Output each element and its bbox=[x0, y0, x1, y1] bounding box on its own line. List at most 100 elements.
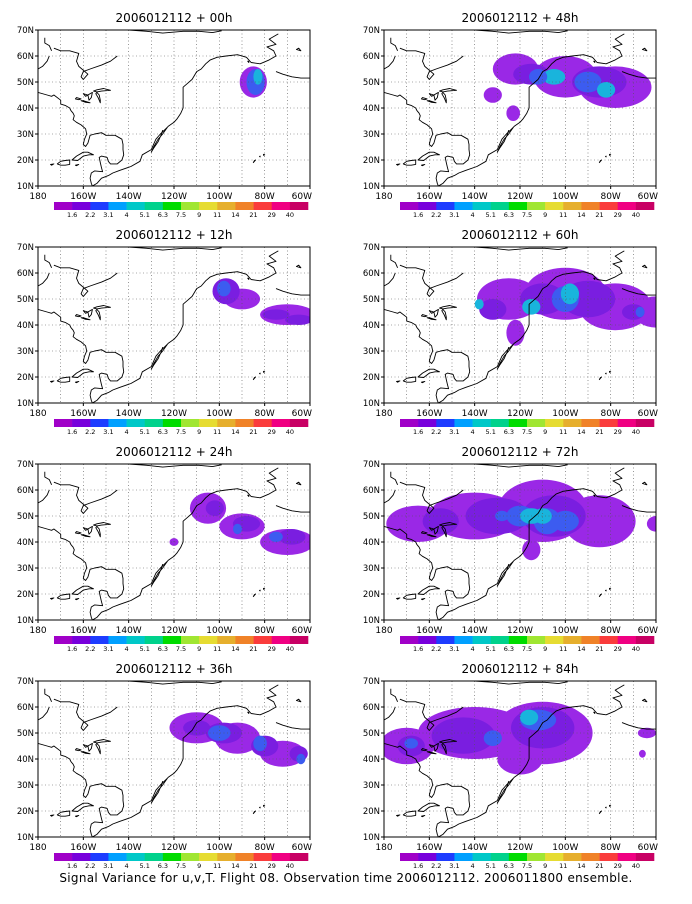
colorbar-label: 7.5 bbox=[176, 211, 186, 219]
island-outline bbox=[420, 380, 426, 384]
arctic-coastline bbox=[384, 706, 396, 721]
colorbar-swatch bbox=[418, 419, 437, 427]
colorbar-label: 11 bbox=[213, 645, 221, 653]
east-coastline bbox=[384, 91, 471, 186]
lat-tick-label: 10N bbox=[363, 833, 380, 843]
island-outline bbox=[74, 380, 80, 384]
colorbar-label: 3.1 bbox=[103, 862, 113, 870]
colorbar-swatch bbox=[490, 419, 510, 427]
lon-tick-label: 140W bbox=[116, 626, 142, 636]
colorbar-label: 9 bbox=[543, 645, 547, 653]
colorbar-label: 1.6 bbox=[413, 862, 423, 870]
plume-level-0 bbox=[506, 105, 520, 121]
lat-tick-label: 10N bbox=[363, 616, 380, 626]
plume-level-1 bbox=[205, 500, 224, 516]
island-outline bbox=[263, 804, 266, 807]
colorbar-swatch bbox=[635, 202, 655, 210]
lon-tick-label: 160W bbox=[416, 192, 442, 202]
colorbar-swatch bbox=[508, 419, 528, 427]
map-panel-12h: 2006012112 + 12h 70N 60N 50N 40N 30N 20N 10N180… bbox=[17, 228, 312, 436]
arctic-coastline bbox=[104, 30, 222, 34]
baja-coastline bbox=[150, 344, 168, 370]
colorbar-label: 5.1 bbox=[140, 862, 150, 870]
island-outline bbox=[605, 806, 607, 809]
colorbar-swatch bbox=[289, 202, 309, 210]
colorbar-swatch bbox=[126, 853, 146, 861]
great-lake-outline bbox=[439, 88, 457, 93]
plume-level-3 bbox=[253, 69, 263, 85]
colorbar-swatch bbox=[253, 853, 273, 861]
colorbar-swatch bbox=[162, 636, 182, 644]
map-panel-84h: 2006012112 + 84h 70N 60N 50N 40N 30N 20N 10N180… bbox=[363, 662, 658, 870]
colorbar-swatch bbox=[54, 636, 73, 644]
great-lake-outline bbox=[80, 751, 91, 755]
colorbar-swatch bbox=[54, 419, 73, 427]
colorbar-label: 2.2 bbox=[85, 862, 95, 870]
lon-tick-label: 120W bbox=[507, 409, 533, 419]
plume-level-3 bbox=[560, 283, 580, 305]
colorbar-swatch bbox=[454, 202, 473, 210]
island-outline bbox=[295, 264, 302, 269]
lat-tick-label: 30N bbox=[363, 130, 380, 140]
colorbar-swatch bbox=[418, 202, 437, 210]
lon-tick-label: 80W bbox=[254, 409, 274, 419]
panel-title: 2006012112 + 12h bbox=[116, 228, 233, 242]
lon-tick-label: 80W bbox=[254, 843, 274, 853]
colorbar-swatch bbox=[271, 202, 291, 210]
lon-tick-label: 80W bbox=[254, 192, 274, 202]
great-lake-outline bbox=[441, 525, 447, 538]
baja-coastline bbox=[496, 561, 514, 587]
great-lake-outline bbox=[82, 525, 93, 535]
colorbar-label: 29 bbox=[614, 428, 622, 436]
lon-tick-label: 60W bbox=[638, 409, 658, 419]
aleutian-coastline bbox=[621, 71, 656, 79]
island-outline bbox=[396, 380, 401, 383]
colorbar-swatch bbox=[581, 636, 600, 644]
great-lake-outline bbox=[80, 100, 91, 104]
colorbar-label: 9 bbox=[197, 428, 201, 436]
lat-tick-label: 40N bbox=[17, 538, 34, 548]
colorbar-label: 5.1 bbox=[486, 428, 496, 436]
lat-tick-label: 60N bbox=[363, 269, 380, 279]
colorbar-swatch bbox=[436, 636, 455, 644]
map-panel-24h: 2006012112 + 24h 70N 60N 50N 40N 30N 20N 10N180… bbox=[17, 445, 312, 653]
island-outline bbox=[641, 264, 648, 269]
west-coastline bbox=[438, 250, 625, 403]
plume-level-2 bbox=[233, 523, 242, 535]
colorbar-label: 14 bbox=[577, 862, 585, 870]
arctic-coastline bbox=[450, 464, 568, 468]
lon-tick-label: 140W bbox=[462, 409, 488, 419]
island-outline bbox=[609, 587, 612, 590]
great-lake-outline bbox=[439, 305, 457, 310]
island-outline bbox=[593, 60, 596, 63]
great-lake-outline bbox=[420, 531, 428, 535]
colorbar-swatch bbox=[199, 419, 218, 427]
colorbar-swatch bbox=[581, 202, 600, 210]
colorbar: 1.6 2.2 3.1 4 5.1 6.3 7.5 9 11 14 21 29 40 bbox=[54, 636, 309, 653]
colorbar-label: 29 bbox=[614, 862, 622, 870]
lat-tick-label: 50N bbox=[363, 295, 380, 305]
colorbar-swatch bbox=[72, 202, 91, 210]
colorbar-swatch bbox=[181, 853, 200, 861]
colorbar-label: 14 bbox=[231, 862, 239, 870]
coastlines bbox=[38, 247, 310, 403]
island-outline bbox=[641, 47, 648, 52]
colorbar-label: 3.1 bbox=[449, 211, 459, 219]
lon-tick-label: 140W bbox=[462, 192, 488, 202]
colorbar-label: 9 bbox=[543, 862, 547, 870]
arctic-coastline bbox=[384, 272, 396, 287]
colorbar-label: 7.5 bbox=[176, 428, 186, 436]
great-lake-outline bbox=[428, 91, 439, 101]
colorbar-label: 2.2 bbox=[431, 428, 441, 436]
island-outline bbox=[598, 159, 603, 164]
arctic-coastline bbox=[390, 254, 399, 268]
island-outline bbox=[598, 810, 603, 815]
lon-tick-label: 140W bbox=[116, 409, 142, 419]
arctic-coastline bbox=[104, 247, 222, 251]
lon-tick-label: 180 bbox=[375, 626, 392, 636]
colorbar-swatch bbox=[90, 636, 109, 644]
great-lake-outline bbox=[420, 748, 428, 752]
great-lake-outline bbox=[93, 305, 111, 310]
map-panel-0h: 2006012112 + 00h 70N 60N 50N 40N 30N 20N 10N180… bbox=[17, 11, 312, 219]
lat-tick-label: 20N bbox=[363, 156, 380, 166]
